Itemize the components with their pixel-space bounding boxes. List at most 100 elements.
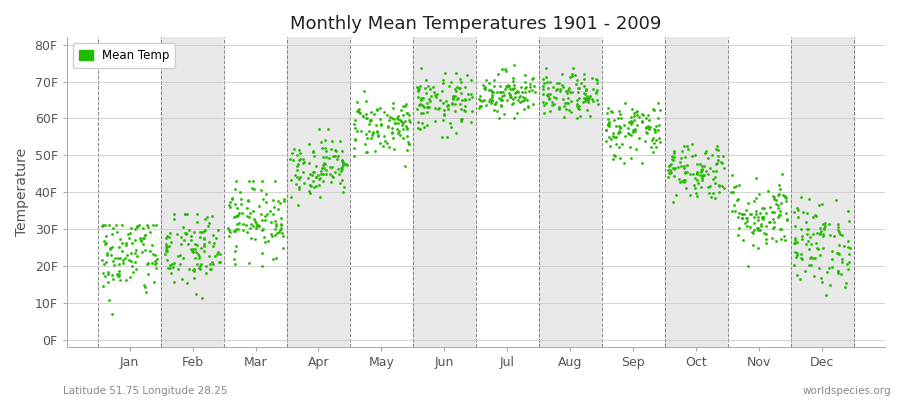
Point <box>612 155 626 162</box>
Point <box>503 94 517 100</box>
Point <box>414 95 428 101</box>
Point <box>694 166 708 173</box>
Point <box>240 198 255 204</box>
Point <box>390 125 404 132</box>
Point <box>255 250 269 256</box>
Point <box>512 99 526 105</box>
Point <box>388 120 402 126</box>
Point <box>334 165 348 172</box>
Point <box>725 189 740 195</box>
Point <box>710 143 724 150</box>
Point <box>442 83 456 90</box>
Point <box>140 222 154 228</box>
Point <box>502 86 517 92</box>
Point <box>479 77 493 84</box>
Point <box>493 89 508 96</box>
Point <box>653 107 668 114</box>
Point <box>242 210 256 216</box>
Point <box>484 100 499 106</box>
Point <box>134 238 148 244</box>
Point <box>261 237 275 244</box>
Point <box>803 255 817 261</box>
Point <box>101 271 115 277</box>
Point <box>711 156 725 163</box>
Point <box>303 183 318 190</box>
Point <box>572 95 587 101</box>
Point <box>268 178 283 184</box>
Point <box>196 235 211 241</box>
Point <box>662 162 677 168</box>
Point <box>518 72 532 78</box>
Point <box>103 245 117 251</box>
Point <box>691 180 706 186</box>
Point <box>747 227 761 234</box>
Point <box>185 266 200 273</box>
Point <box>373 116 387 122</box>
Point <box>427 89 441 96</box>
Point <box>144 242 158 249</box>
Point <box>287 146 302 153</box>
Point <box>644 137 659 144</box>
Point <box>767 196 781 202</box>
Point <box>652 122 667 129</box>
Point <box>334 164 348 170</box>
Point <box>246 178 260 184</box>
Point <box>336 159 350 165</box>
Point <box>188 241 202 248</box>
Point <box>230 205 245 211</box>
Point <box>431 106 446 112</box>
Point <box>482 80 497 86</box>
Point <box>767 219 781 225</box>
Point <box>523 84 537 90</box>
Point <box>831 221 845 227</box>
Point <box>255 227 269 234</box>
Point <box>464 118 478 125</box>
Point <box>646 126 661 132</box>
Point <box>371 133 385 139</box>
Point <box>171 266 185 273</box>
Point <box>710 160 724 167</box>
Point <box>118 240 132 246</box>
Point <box>189 291 203 298</box>
Point <box>400 126 414 132</box>
Point <box>391 115 405 122</box>
Point <box>735 215 750 222</box>
Point <box>188 255 202 261</box>
Point <box>370 128 384 135</box>
Point <box>690 176 705 183</box>
Point <box>104 231 119 238</box>
Point <box>604 136 618 142</box>
Point <box>239 229 254 235</box>
Point <box>458 102 473 109</box>
Point <box>638 138 652 144</box>
Point <box>685 153 699 160</box>
Point <box>817 223 832 230</box>
Point <box>194 229 209 235</box>
Point <box>362 121 376 127</box>
Point <box>485 98 500 104</box>
Point <box>842 243 856 250</box>
Point <box>506 75 520 81</box>
Point <box>198 215 212 222</box>
Point <box>621 131 635 137</box>
Point <box>311 182 326 188</box>
Point <box>525 87 539 93</box>
Point <box>763 204 778 210</box>
Title: Monthly Mean Temperatures 1901 - 2009: Monthly Mean Temperatures 1901 - 2009 <box>290 15 662 33</box>
Point <box>421 83 436 89</box>
Point <box>590 80 605 86</box>
Point <box>228 228 242 234</box>
Point <box>276 195 291 202</box>
Point <box>494 96 508 102</box>
Point <box>462 95 476 102</box>
Bar <box>539 37 602 347</box>
Point <box>507 62 521 68</box>
Point <box>206 232 220 238</box>
Point <box>809 245 824 251</box>
Point <box>445 101 459 108</box>
Point <box>613 129 627 136</box>
Point <box>271 198 285 204</box>
Point <box>147 279 161 285</box>
Point <box>685 141 699 147</box>
Point <box>702 190 716 196</box>
